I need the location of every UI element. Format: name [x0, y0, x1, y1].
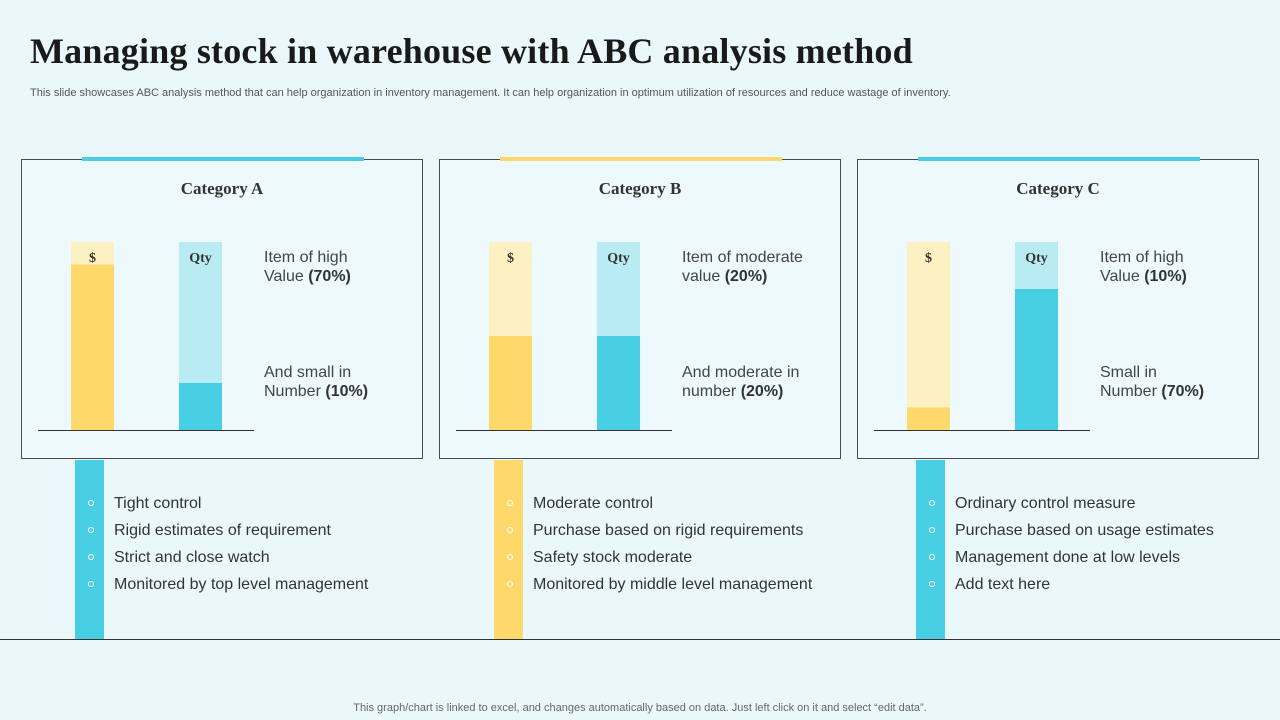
bar-label: Qty [1025, 251, 1048, 266]
footer-note: This graph/chart is linked to excel, and… [353, 702, 927, 714]
bullet-circle-icon [929, 500, 935, 506]
category-a-stripe [75, 460, 104, 640]
category-b-chart[interactable]: $ Qty [440, 160, 842, 460]
list-item: Add text here [929, 571, 1214, 598]
bar-label: $ [507, 251, 514, 266]
bar-label: Qty [189, 251, 212, 266]
list-item: Rigid estimates of requirement [88, 517, 368, 544]
category-c-panel[interactable]: Category C $ Qty Item of high Value (10%)… [857, 157, 1260, 460]
category-b-panel[interactable]: Category B $ Qty Item of moderate value (… [439, 157, 842, 460]
bullet-circle-icon [88, 500, 94, 506]
baseline-divider [0, 639, 1280, 640]
category-title: Category A [180, 179, 264, 198]
category-c-bullets: Ordinary control measure Purchase based … [929, 490, 1214, 598]
panel-accent-bar [82, 157, 364, 161]
bullet-circle-icon [88, 554, 94, 560]
category-b-stripe [494, 460, 523, 640]
number-description: And moderate in number (20%) [682, 364, 800, 400]
category-a-chart[interactable]: $ Qty [22, 160, 424, 460]
bullet-circle-icon [929, 581, 935, 587]
category-c-stripe [916, 460, 945, 640]
bar-quantity [597, 336, 640, 430]
category-a-panel[interactable]: Category A $ Qty Item of high Value (70%)… [21, 157, 424, 460]
list-item: Management done at low levels [929, 544, 1214, 571]
bar-quantity [1015, 289, 1058, 430]
value-description: Item of moderate value (20%) [682, 249, 803, 285]
panel-accent-bar [500, 157, 782, 161]
category-a-bullets: Tight control Rigid estimates of require… [88, 490, 368, 598]
bar-value [71, 264, 114, 430]
list-item: Purchase based on usage estimates [929, 517, 1214, 544]
number-description: Small in Number (70%) [1100, 364, 1205, 400]
bar-label: $ [89, 251, 96, 266]
bar-label: $ [925, 251, 932, 266]
bullet-circle-icon [507, 581, 513, 587]
panel-accent-bar [918, 157, 1200, 161]
bullet-circle-icon [507, 527, 513, 533]
bar-label: Qty [607, 251, 630, 266]
list-item: Monitored by middle level management [507, 571, 812, 598]
bullet-circle-icon [929, 554, 935, 560]
category-title: Category B [598, 179, 682, 198]
bar-value [489, 336, 532, 430]
bar-value [907, 407, 950, 430]
page-title: Managing stock in warehouse with ABC ana… [30, 31, 913, 71]
bullet-circle-icon [88, 581, 94, 587]
bullet-circle-icon [507, 500, 513, 506]
list-item: Tight control [88, 490, 368, 517]
category-b-bullets: Moderate control Purchase based on rigid… [507, 490, 812, 598]
list-item: Monitored by top level management [88, 571, 368, 598]
value-description: Item of high Value (10%) [1100, 249, 1187, 285]
list-item: Purchase based on rigid requirements [507, 517, 812, 544]
bar-quantity [179, 383, 222, 430]
bar-background [907, 242, 950, 430]
value-description: Item of high Value (70%) [264, 249, 351, 285]
list-item: Safety stock moderate [507, 544, 812, 571]
list-item: Ordinary control measure [929, 490, 1214, 517]
bullet-circle-icon [88, 527, 94, 533]
list-item: Strict and close watch [88, 544, 368, 571]
page-subtitle: This slide showcases ABC analysis method… [30, 87, 951, 99]
category-c-chart[interactable]: $ Qty [858, 160, 1260, 460]
category-title: Category C [1016, 179, 1100, 198]
list-item: Moderate control [507, 490, 812, 517]
bullet-circle-icon [507, 554, 513, 560]
bullet-circle-icon [929, 527, 935, 533]
number-description: And small in Number (10%) [264, 364, 369, 400]
